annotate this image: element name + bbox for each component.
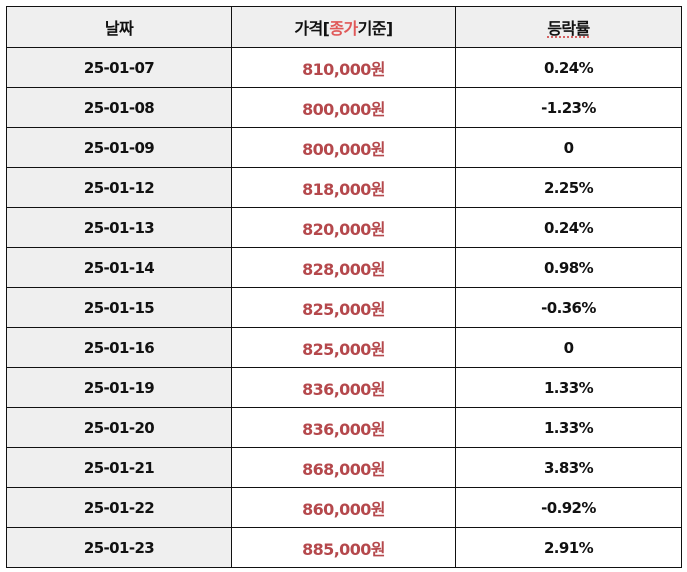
cell-date: 25-01-19 [6,367,232,408]
header-price-highlight: 종가 [329,19,358,38]
cell-date: 25-01-07 [6,47,232,88]
table-row: 25-01-07 810,000원 0.24% [6,47,682,88]
cell-rate: 0.24% [455,207,682,248]
cell-price: 836,000원 [231,407,456,448]
table-row: 25-01-21 868,000원 3.83% [6,447,682,488]
table-row: 25-01-13 820,000원 0.24% [6,207,682,248]
cell-price: 868,000원 [231,447,456,488]
cell-date: 25-01-23 [6,527,232,568]
table-header: 날짜 가격[종가기준] 등락률 [6,6,682,48]
cell-date: 25-01-15 [6,287,232,328]
header-rate-label: 등락률 [547,19,590,38]
table-row: 25-01-19 836,000원 1.33% [6,367,682,408]
header-price-suffix: 기준] [357,19,394,38]
price-table-container: 날짜 가격[종가기준] 등락률 25-01-07 810,000원 0.24% … [6,6,682,568]
cell-rate: 0.98% [455,247,682,288]
cell-rate: -1.23% [455,87,682,128]
cell-date: 25-01-22 [6,487,232,528]
cell-date: 25-01-09 [6,127,232,168]
table-row: 25-01-08 800,000원 -1.23% [6,87,682,128]
table-row: 25-01-22 860,000원 -0.92% [6,487,682,528]
cell-price: 836,000원 [231,367,456,408]
cell-rate: -0.36% [455,287,682,328]
table-row: 25-01-12 818,000원 2.25% [6,167,682,208]
cell-price: 810,000원 [231,47,456,88]
cell-date: 25-01-13 [6,207,232,248]
cell-rate: 2.91% [455,527,682,568]
header-price: 가격[종가기준] [231,6,456,48]
cell-rate: 0 [455,127,682,168]
cell-price: 885,000원 [231,527,456,568]
cell-rate: 0 [455,327,682,368]
price-table: 날짜 가격[종가기준] 등락률 25-01-07 810,000원 0.24% … [6,6,682,568]
cell-rate: 1.33% [455,367,682,408]
cell-date: 25-01-20 [6,407,232,448]
cell-rate: 3.83% [455,447,682,488]
cell-price: 860,000원 [231,487,456,528]
cell-date: 25-01-21 [6,447,232,488]
cell-price: 828,000원 [231,247,456,288]
cell-date: 25-01-14 [6,247,232,288]
cell-price: 820,000원 [231,207,456,248]
cell-date: 25-01-16 [6,327,232,368]
cell-rate: 2.25% [455,167,682,208]
cell-price: 825,000원 [231,287,456,328]
cell-date: 25-01-08 [6,87,232,128]
table-row: 25-01-23 885,000원 2.91% [6,527,682,568]
table-row: 25-01-20 836,000원 1.33% [6,407,682,448]
table-body: 25-01-07 810,000원 0.24% 25-01-08 800,000… [6,47,682,568]
cell-rate: 0.24% [455,47,682,88]
header-row: 날짜 가격[종가기준] 등락률 [6,6,682,48]
cell-price: 818,000원 [231,167,456,208]
cell-rate: -0.92% [455,487,682,528]
cell-date: 25-01-12 [6,167,232,208]
header-rate: 등락률 [455,6,682,48]
cell-price: 800,000원 [231,127,456,168]
table-row: 25-01-09 800,000원 0 [6,127,682,168]
table-row: 25-01-14 828,000원 0.98% [6,247,682,288]
cell-rate: 1.33% [455,407,682,448]
table-row: 25-01-16 825,000원 0 [6,327,682,368]
cell-price: 800,000원 [231,87,456,128]
header-price-prefix: 가격[ [294,19,330,38]
cell-price: 825,000원 [231,327,456,368]
table-row: 25-01-15 825,000원 -0.36% [6,287,682,328]
header-date: 날짜 [6,6,232,48]
